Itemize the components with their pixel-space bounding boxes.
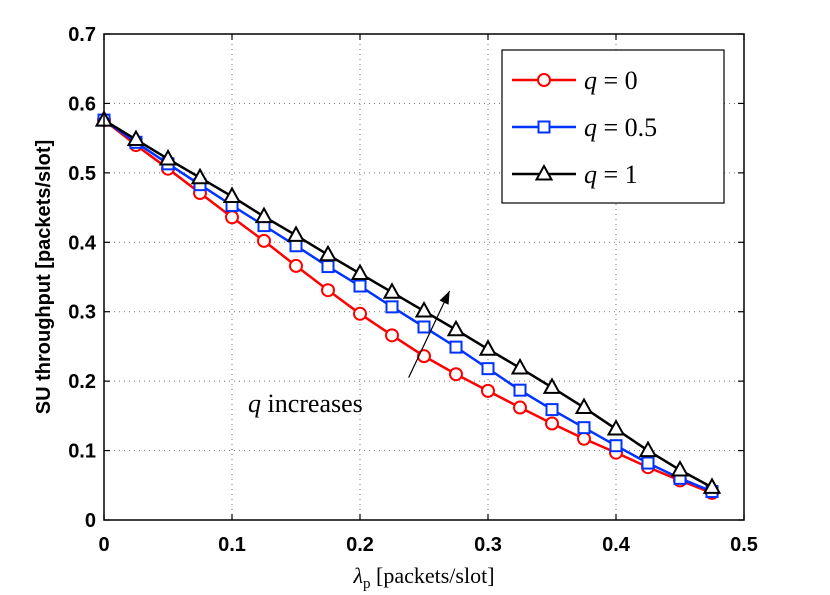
data-point bbox=[414, 300, 434, 318]
data-point bbox=[382, 282, 402, 299]
data-point bbox=[222, 186, 242, 203]
x-axis-label: λp [packets/slot] bbox=[352, 563, 494, 592]
data-point bbox=[126, 129, 146, 147]
ticks: 0 0.1 0.2 0.3 0.4 0.5 0 0.1 0.2 0.3 0.4 0.5 0.6 0.7 bbox=[68, 24, 758, 556]
data-point bbox=[638, 440, 658, 458]
series-layer bbox=[94, 110, 722, 500]
annotation-arrow bbox=[408, 290, 451, 378]
data-point bbox=[417, 349, 431, 364]
legend-label: q = 0.5 bbox=[584, 113, 657, 142]
x-tick-label: 0.3 bbox=[474, 534, 502, 556]
data-point bbox=[534, 163, 554, 181]
data-point bbox=[158, 148, 178, 166]
data-point bbox=[385, 300, 399, 314]
x-tick-label: 0.5 bbox=[730, 534, 758, 556]
data-point bbox=[606, 418, 626, 436]
data-point bbox=[449, 367, 463, 382]
axis-labels: SU throughput [packets/slot] λp [packets/… bbox=[33, 140, 495, 592]
data-point bbox=[641, 456, 655, 470]
x-tick-label: 0.2 bbox=[346, 534, 374, 556]
data-point bbox=[318, 244, 338, 262]
data-point bbox=[537, 120, 551, 134]
y-tick-label: 0.6 bbox=[68, 93, 96, 115]
data-point bbox=[254, 206, 274, 224]
data-point bbox=[513, 383, 527, 397]
annotation-label: q increases bbox=[248, 389, 363, 418]
legend: q = 0 q = 0.5 q = 1 bbox=[501, 49, 725, 204]
x-tick-label: 0.4 bbox=[602, 534, 631, 556]
data-point bbox=[513, 400, 527, 415]
data-point bbox=[257, 233, 271, 248]
data-point bbox=[510, 357, 530, 375]
y-tick-label: 0.3 bbox=[68, 302, 96, 324]
data-point bbox=[446, 319, 466, 337]
data-point bbox=[481, 383, 495, 398]
data-point bbox=[353, 306, 367, 321]
data-point bbox=[574, 397, 594, 415]
data-point bbox=[417, 320, 431, 334]
x-tick-label: 0 bbox=[98, 534, 109, 556]
y-tick-label: 0.1 bbox=[68, 441, 96, 463]
legend-label: q = 1 bbox=[584, 160, 638, 189]
data-point bbox=[190, 167, 210, 185]
y-tick-label: 0.7 bbox=[68, 24, 96, 46]
y-tick-label: 0 bbox=[85, 510, 96, 532]
annotation: q increases bbox=[248, 290, 451, 418]
data-point bbox=[609, 439, 623, 453]
data-point bbox=[286, 225, 306, 242]
data-point bbox=[545, 416, 559, 431]
data-point bbox=[350, 263, 370, 281]
data-point bbox=[385, 328, 399, 343]
data-point bbox=[449, 340, 463, 354]
annotation-arrowhead bbox=[439, 290, 450, 305]
y-axis-label: SU throughput [packets/slot] bbox=[33, 140, 55, 414]
data-point bbox=[537, 73, 551, 87]
y-tick-label: 0.2 bbox=[68, 371, 96, 393]
data-point bbox=[289, 239, 303, 253]
data-point bbox=[478, 339, 498, 356]
data-point bbox=[289, 258, 303, 273]
plot-frame bbox=[103, 33, 745, 521]
data-point bbox=[577, 421, 591, 435]
data-point bbox=[321, 260, 335, 274]
data-point bbox=[321, 283, 335, 298]
x-tick-label: 0.1 bbox=[218, 534, 246, 556]
data-point bbox=[545, 403, 559, 417]
data-point bbox=[481, 362, 495, 376]
data-point bbox=[670, 459, 690, 477]
data-point bbox=[542, 377, 562, 394]
data-point bbox=[702, 477, 722, 494]
y-tick-label: 0.5 bbox=[68, 163, 96, 185]
data-point bbox=[577, 431, 591, 446]
series bbox=[94, 110, 722, 494]
legend-label: q = 0 bbox=[584, 66, 638, 95]
y-tick-label: 0.4 bbox=[68, 232, 97, 254]
data-point bbox=[225, 210, 239, 225]
data-point bbox=[353, 279, 367, 293]
